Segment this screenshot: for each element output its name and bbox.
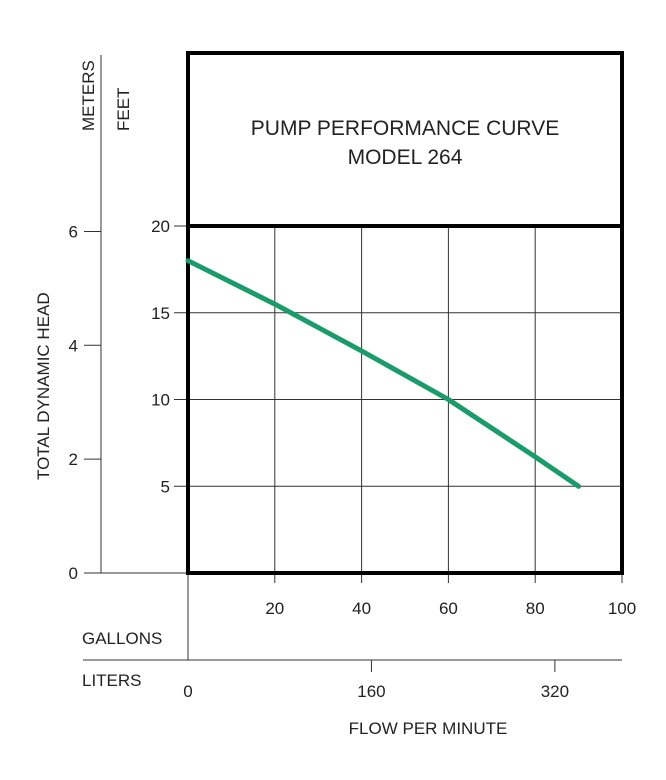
tick-marks (84, 225, 623, 672)
meters-tick-label: 2 (69, 450, 78, 469)
liters-unit-label: LITERS (82, 671, 142, 690)
feet-unit-label: FEET (114, 88, 133, 131)
meters-tick-label: 6 (69, 222, 78, 241)
feet-tick-label: 10 (151, 391, 170, 410)
feet-tick-label: 20 (151, 217, 170, 236)
x-tick-label: 100 (608, 599, 636, 618)
liters-tick-label: 0 (183, 682, 192, 701)
plot-frame (186, 224, 624, 575)
x-tick-label: 20 (265, 599, 284, 618)
liters-tick-label: 320 (541, 682, 569, 701)
chart-title: PUMP PERFORMANCE CURVE (251, 117, 559, 140)
series-line (185, 258, 582, 489)
x-tick-label: 40 (352, 599, 371, 618)
meters-unit-label: METERS (79, 60, 98, 131)
x-tick-label: 60 (439, 599, 458, 618)
meters-tick-label: 0 (69, 564, 78, 583)
grid-lines (188, 226, 622, 573)
y-axis-title: TOTAL DYNAMIC HEAD (34, 292, 53, 480)
feet-tick-label: 5 (161, 477, 170, 496)
meters-tick-label: 4 (69, 336, 78, 355)
gallons-unit-label: GALLONS (82, 629, 162, 648)
liters-tick-label: 160 (357, 682, 385, 701)
x-axis-title: FLOW PER MINUTE (349, 719, 508, 738)
chart-subtitle: MODEL 264 (348, 146, 463, 169)
x-tick-label: 80 (526, 599, 545, 618)
feet-tick-label: 15 (151, 304, 170, 323)
